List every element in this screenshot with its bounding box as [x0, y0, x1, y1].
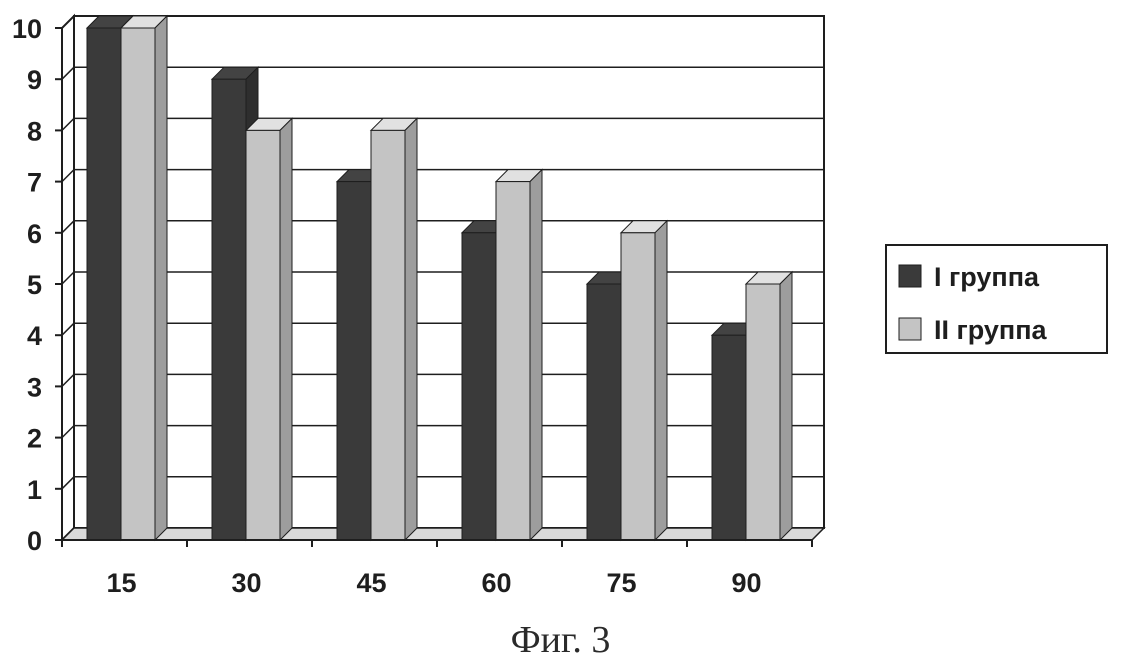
y-tick-label: 6: [27, 219, 42, 249]
floor: [62, 528, 824, 540]
bar-side: [655, 221, 667, 540]
legend-label-series-1: I группа: [934, 262, 1040, 292]
bar-front: [587, 284, 621, 540]
legend-swatch-series-2: [899, 318, 921, 340]
bar-front: [496, 182, 530, 540]
y-tick-label: 1: [27, 475, 42, 505]
bar-side: [405, 118, 417, 540]
bar-front: [121, 28, 155, 540]
bar-side: [530, 170, 542, 540]
bar-2-90: [746, 272, 792, 540]
bar-chart: 012345678910 153045607590 I группа II гр…: [0, 0, 1121, 610]
x-tick-label: 15: [106, 568, 136, 598]
bar-side: [155, 16, 167, 540]
x-tick-label: 45: [356, 568, 386, 598]
x-tick-label: 60: [481, 568, 511, 598]
y-tick-label: 9: [27, 65, 42, 95]
x-axis: 15 30 45 60 75 90: [62, 540, 812, 598]
bar-front: [87, 28, 121, 540]
bar-2-15: [121, 16, 167, 540]
bar-2-75: [621, 221, 667, 540]
bar-front: [462, 233, 496, 540]
y-tick-label: 10: [12, 14, 42, 44]
y-tick-label: 8: [27, 116, 42, 146]
y-tick-label: 7: [27, 168, 42, 198]
x-tick-label: 75: [606, 568, 636, 598]
bar-2-45: [371, 118, 417, 540]
x-tick-label: 90: [731, 568, 761, 598]
bar-front: [712, 335, 746, 540]
y-tick-label: 5: [27, 270, 42, 300]
legend-swatch-series-1: [899, 265, 921, 287]
y-tick-label: 0: [27, 526, 42, 556]
y-tick-label: 2: [27, 424, 42, 454]
figure-caption: Фиг. 3: [0, 618, 1121, 662]
x-tick-label: 30: [231, 568, 261, 598]
legend-label-series-2: II группа: [934, 315, 1048, 345]
bar-front: [337, 182, 371, 540]
bar-side: [780, 272, 792, 540]
bar-front: [621, 233, 655, 540]
y-tick-label: 4: [27, 321, 42, 351]
bar-2-30: [246, 118, 292, 540]
y-tick-label: 3: [27, 372, 42, 402]
bar-side: [280, 118, 292, 540]
bar-2-60: [496, 170, 542, 540]
bar-front: [371, 130, 405, 540]
y-axis: 0 1 2 3 4 5 6 7 8 9 10: [12, 14, 62, 556]
bar-front: [212, 79, 246, 540]
legend: I группа II группа: [886, 245, 1107, 353]
chart-floor: [62, 528, 824, 540]
bar-front: [746, 284, 780, 540]
chart-walls: [62, 16, 824, 540]
bar-front: [246, 130, 280, 540]
